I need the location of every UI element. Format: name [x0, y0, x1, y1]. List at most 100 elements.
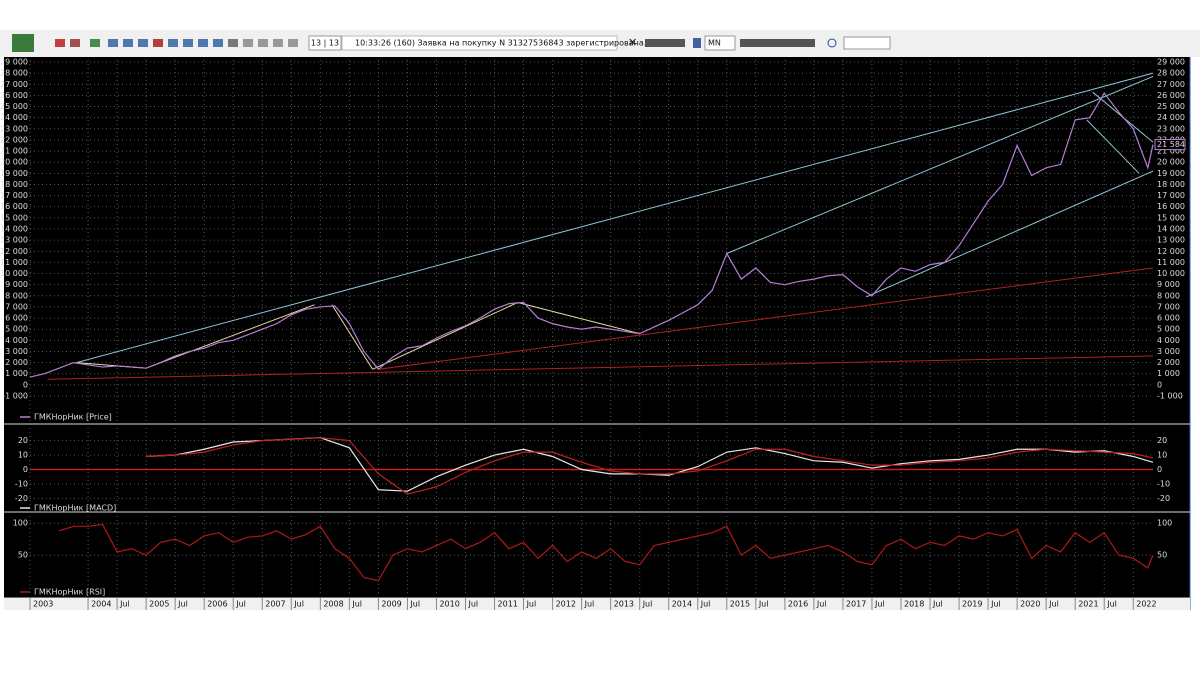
tool-icon[interactable]: [258, 39, 268, 47]
y-tick-label: 4 000: [5, 336, 28, 345]
x-tick-label: Jul: [874, 600, 885, 609]
tool-icon[interactable]: [108, 39, 118, 47]
y-tick-label: 20 000: [0, 158, 28, 167]
y-tick-label: 3 000: [5, 347, 28, 356]
legend-text: ГМКНорНик [RSI]: [34, 588, 105, 597]
tool-icon[interactable]: [243, 39, 253, 47]
y-tick-label: 25 000: [0, 102, 28, 111]
y-tick-label: 22 000: [0, 135, 28, 144]
y-tick-label: 13 000: [0, 236, 28, 245]
tool-icon[interactable]: [90, 39, 100, 47]
y-tick-label-right: -20: [1157, 494, 1170, 503]
x-tick-label: 2017: [846, 600, 866, 609]
y-tick-label-right: 9 000: [1157, 280, 1180, 289]
trendline: [517, 301, 640, 335]
y-tick-label-right: 10: [1157, 451, 1167, 460]
x-tick-label: 2019: [962, 600, 982, 609]
y-tick-label: 21 000: [0, 147, 28, 156]
search-icon[interactable]: [827, 38, 837, 48]
x-tick-label: 2008: [323, 600, 343, 609]
y-tick-label-right: 8 000: [1157, 291, 1180, 300]
y-tick-label: 0: [23, 465, 28, 474]
charts: -1 000 -1 000 0 0 1 000 1 000 2 000 2 000 3 000 3…: [0, 58, 1190, 610]
nav-icons[interactable]: [645, 39, 685, 47]
y-tick-label-right: 6 000: [1157, 314, 1180, 323]
tool-icon[interactable]: [153, 39, 163, 47]
tool-icon[interactable]: [213, 39, 223, 47]
last-price-label: 21 584: [1157, 140, 1185, 149]
y-tick-label-right: 23 000: [1157, 124, 1185, 133]
x-tick-label: Jul: [642, 600, 653, 609]
counter-box[interactable]: [308, 35, 342, 51]
trendline: [372, 302, 518, 370]
x-tick-label: 2022: [1136, 600, 1156, 609]
y-tick-label: 100: [13, 519, 28, 528]
y-tick-label-right: 15 000: [1157, 213, 1185, 222]
y-tick-label-right: -10: [1157, 479, 1170, 488]
y-tick-label-right: 5 000: [1157, 325, 1180, 334]
chart-icon[interactable]: [693, 38, 701, 48]
tool-icon[interactable]: [168, 39, 178, 47]
y-tick-label: 20: [18, 436, 28, 445]
tool-icon[interactable]: [228, 39, 238, 47]
x-tick-label: Jul: [700, 600, 711, 609]
x-tick-label: Jul: [293, 600, 304, 609]
x-tick-label: 2020: [1020, 600, 1040, 609]
y-tick-label: 10: [18, 451, 28, 460]
tool-icon[interactable]: [70, 39, 80, 47]
x-tick-label: 2014: [672, 600, 692, 609]
y-tick-label: 19 000: [0, 169, 28, 178]
x-tick-label: 2009: [381, 600, 401, 609]
y-tick-label-right: 24 000: [1157, 113, 1185, 122]
y-tick-label: 27 000: [0, 80, 28, 89]
x-tick-label: Jul: [526, 600, 537, 609]
y-tick-label-right: 7 000: [1157, 302, 1180, 311]
y-tick-label: 12 000: [0, 247, 28, 256]
x-tick-label: Jul: [990, 600, 1001, 609]
y-tick-label: -20: [15, 494, 28, 503]
interval-box[interactable]: [704, 35, 736, 51]
tool-icon[interactable]: [123, 39, 133, 47]
y-tick-label: 10 000: [0, 269, 28, 278]
tool-icon[interactable]: [198, 39, 208, 47]
y-tick-label-right: 12 000: [1157, 247, 1185, 256]
x-tick-label: Jul: [584, 600, 595, 609]
x-tick-label: 2015: [730, 600, 750, 609]
y-tick-label: -10: [15, 479, 28, 488]
trendline: [76, 72, 1154, 364]
y-tick-label-right: 10 000: [1157, 269, 1185, 278]
toolbar: 13 | 13 10:33:26 (160) Заявка на покупку…: [0, 30, 1200, 57]
x-tick-label: 2004: [91, 600, 111, 609]
trendline: [865, 170, 1154, 298]
y-tick-label-right: 27 000: [1157, 80, 1185, 89]
x-tick-label: 2005: [149, 600, 169, 609]
y-tick-label-right: 17 000: [1157, 191, 1185, 200]
tool-icon[interactable]: [183, 39, 193, 47]
y-tick-label: 1 000: [5, 369, 28, 378]
y-tick-label: 29 000: [0, 58, 28, 67]
tool-icon[interactable]: [288, 39, 298, 47]
message-box[interactable]: [341, 35, 618, 51]
series-line: [29, 92, 1154, 378]
x-tick-label: Jul: [1106, 600, 1117, 609]
tool-icon[interactable]: [138, 39, 148, 47]
y-tick-label-right: 11 000: [1157, 258, 1185, 267]
x-tick-label: Jul: [351, 600, 362, 609]
y-tick-label: 24 000: [0, 113, 28, 122]
tool-icon[interactable]: [273, 39, 283, 47]
draw-tools[interactable]: [740, 39, 815, 47]
trendline: [726, 76, 1154, 254]
counter: 13 | 13: [311, 39, 339, 48]
app-icon[interactable]: [12, 34, 34, 52]
trendline: [47, 355, 1154, 380]
x-tick-label: Jul: [177, 600, 188, 609]
x-tick-label: 2003: [33, 600, 53, 609]
y-tick-label: 0: [23, 380, 28, 389]
y-tick-label-right: 19 000: [1157, 169, 1185, 178]
trendline: [331, 304, 374, 370]
close-icon[interactable]: ✕: [628, 36, 637, 49]
x-tick-label: 2007: [265, 600, 285, 609]
tool-icon[interactable]: [55, 39, 65, 47]
search-box[interactable]: [843, 36, 891, 50]
